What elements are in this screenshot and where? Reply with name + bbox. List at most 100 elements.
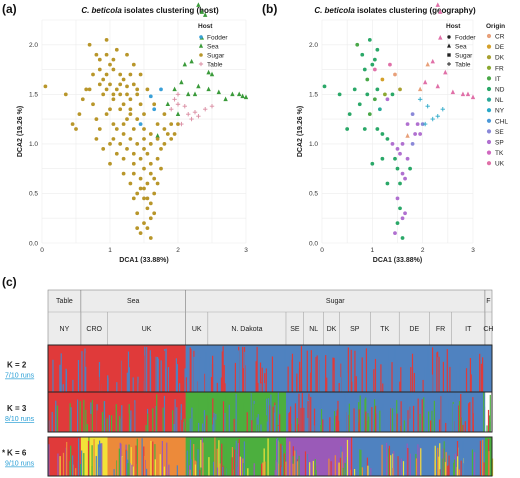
b-point-nd bbox=[357, 102, 362, 107]
b-point-sp bbox=[395, 146, 400, 151]
admixture-individual-red bbox=[99, 380, 101, 392]
a-point-sugar bbox=[111, 57, 116, 62]
a-point-sugar bbox=[155, 181, 160, 186]
admixture-individual-blue bbox=[402, 364, 404, 392]
admixture-individual-red bbox=[472, 413, 474, 432]
admixture-individual-red bbox=[223, 365, 225, 392]
a-point-sugar bbox=[118, 72, 123, 77]
admixture-individual-blue bbox=[126, 450, 128, 476]
header-subgroup-label: CH bbox=[483, 326, 493, 333]
admixture-individual-yellow bbox=[87, 461, 89, 476]
admixture-individual-blue bbox=[130, 410, 132, 432]
panel-b-title-rest: isolates clustering (geography) bbox=[355, 6, 476, 15]
admixture-individual-purple bbox=[201, 438, 203, 476]
admixture-individual-blue bbox=[371, 370, 373, 392]
admixture-individual-purple bbox=[253, 463, 255, 476]
admixture-individual-purple bbox=[144, 459, 146, 476]
admixture-individual-orange bbox=[193, 458, 195, 476]
admixture-individual-red bbox=[462, 424, 464, 432]
admixture-individual-blue bbox=[235, 440, 237, 476]
admixture-individual-blue bbox=[55, 400, 57, 432]
b-point-se bbox=[420, 122, 425, 126]
admixture-individual-green bbox=[56, 405, 59, 432]
admixture-individual-orange bbox=[156, 461, 159, 476]
a-point-sea bbox=[203, 12, 208, 17]
b-point-cr bbox=[405, 133, 410, 138]
a-point-fodder bbox=[152, 107, 157, 112]
b-legend-host-label: Table bbox=[455, 62, 471, 69]
admixture-individual-blue bbox=[368, 359, 370, 392]
admixture-individual-red bbox=[135, 376, 137, 392]
admixture-individual-purple bbox=[166, 442, 168, 476]
admixture-individual-blue bbox=[405, 456, 407, 476]
header-subgroup-label: DK bbox=[327, 326, 337, 333]
b-point-ny bbox=[417, 97, 423, 102]
admixture-individual-blue bbox=[307, 417, 309, 432]
admixture-individual-red bbox=[380, 364, 382, 392]
b-legend-origin-label: SE bbox=[495, 129, 504, 136]
admixture-individual-yellow bbox=[95, 451, 97, 476]
admixture-individual-green bbox=[69, 403, 71, 432]
a-point-sugar bbox=[114, 47, 119, 52]
a-point-sugar bbox=[152, 102, 157, 107]
b-point-nd bbox=[395, 166, 400, 171]
b-point-nd bbox=[398, 206, 402, 211]
a-point-sea bbox=[189, 58, 194, 64]
b-point-de bbox=[380, 77, 385, 82]
admixture-individual-blue bbox=[173, 424, 175, 432]
admixture-individual-blue bbox=[382, 419, 384, 432]
admixture-individual-red bbox=[257, 382, 259, 392]
admixture-individual-red bbox=[55, 361, 57, 392]
admixture-individual-orange bbox=[122, 457, 124, 476]
admixture-individual-orange bbox=[93, 439, 95, 476]
a-point-sugar bbox=[135, 92, 140, 97]
a-point-sugar bbox=[87, 42, 92, 47]
admixture-individual-red bbox=[294, 403, 297, 432]
admixture-individual-green bbox=[242, 463, 245, 476]
admixture-segment-red bbox=[48, 392, 82, 432]
admixture-individual-red bbox=[391, 362, 393, 392]
b-legend-origin-marker bbox=[486, 65, 492, 70]
admixture-individual-purple bbox=[454, 453, 456, 476]
admixture-individual-red bbox=[199, 469, 201, 476]
a-point-table bbox=[186, 111, 191, 117]
admixture-individual-red bbox=[271, 356, 274, 392]
admixture-individual-blue bbox=[308, 359, 310, 392]
admixture-individual-blue bbox=[448, 399, 451, 432]
admixture-individual-orange bbox=[361, 467, 363, 476]
a-point-table bbox=[175, 92, 181, 97]
admixture-individual-blue bbox=[342, 372, 344, 392]
admixture-individual-red bbox=[189, 347, 191, 392]
b-point-sp bbox=[398, 151, 402, 156]
admixture-individual-green bbox=[431, 410, 433, 432]
admixture-individual-red bbox=[330, 461, 332, 476]
admixture-individual-orange bbox=[66, 441, 68, 476]
admixture-individual-blue bbox=[107, 375, 109, 392]
b-point-uk bbox=[443, 69, 448, 75]
b-point-uk bbox=[430, 58, 435, 64]
admixture-individual-red bbox=[373, 369, 375, 392]
panel-a-letter: (a) bbox=[2, 2, 17, 16]
admixture-individual-green bbox=[162, 407, 164, 432]
admixture-individual-green bbox=[458, 401, 461, 432]
b-point-cr bbox=[425, 61, 430, 67]
a-point-table bbox=[192, 109, 198, 115]
admixture-individual-blue bbox=[426, 418, 428, 432]
b-legend-origin-label: FR bbox=[495, 65, 504, 72]
admixture-individual-yellow bbox=[491, 458, 494, 476]
admixture-row bbox=[47, 391, 493, 433]
admixture-individual-red bbox=[470, 374, 472, 392]
admixture-individual-yellow bbox=[239, 456, 241, 476]
b-point-nd bbox=[360, 52, 365, 57]
a-point-sugar bbox=[138, 176, 143, 181]
a-point-sugar bbox=[155, 122, 160, 126]
admixture-individual-blue bbox=[346, 372, 348, 392]
admixture-individual-yellow bbox=[150, 440, 152, 476]
b-point-uk bbox=[388, 62, 392, 67]
admixture-individual-red bbox=[87, 440, 90, 476]
admixture-individual-red bbox=[329, 417, 331, 432]
admixture-individual-blue bbox=[437, 357, 439, 392]
admixture-segment-green bbox=[185, 392, 209, 432]
admixture-individual-red bbox=[460, 460, 462, 476]
